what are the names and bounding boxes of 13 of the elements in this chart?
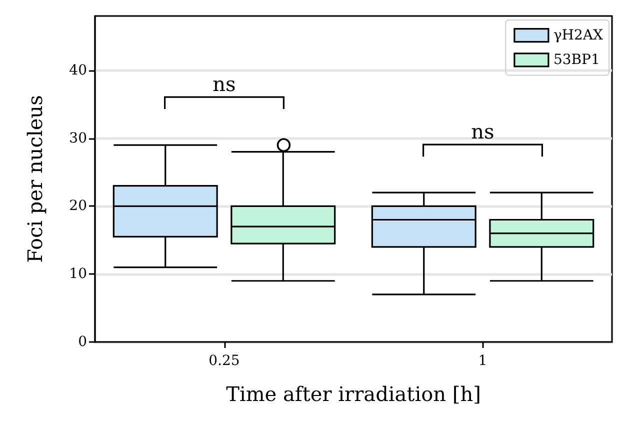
legend-label: γH2AX [553, 27, 604, 44]
y-tick-label: 0 [78, 334, 87, 350]
legend-label: 53BP1 [553, 52, 600, 68]
x-axis-title: Time after irradiation [h] [226, 382, 481, 406]
y-tick-label: 40 [69, 62, 87, 78]
x-tick-label: 1 [478, 353, 488, 369]
x-tick-label: 0.25 [208, 353, 240, 369]
y-tick-label: 30 [69, 130, 87, 146]
y-tick-label: 20 [69, 198, 87, 214]
annotation: ns [471, 120, 494, 144]
annotation: ns [212, 72, 236, 96]
y-axis-title: Foci per nucleus [23, 95, 47, 263]
y-tick-label: 10 [69, 266, 87, 282]
